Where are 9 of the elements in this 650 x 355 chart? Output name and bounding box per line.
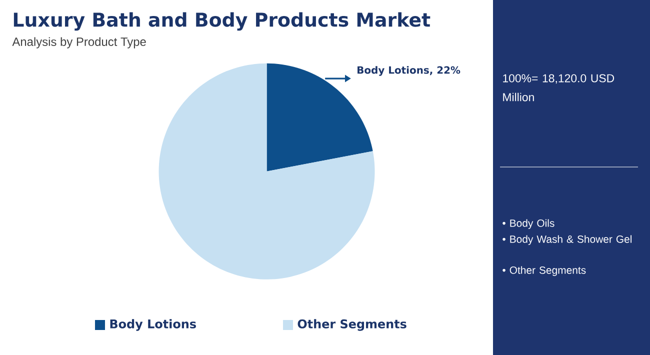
chart-title: Luxury Bath and Body Products Market (14, 12, 430, 31)
chart-subtitle: Analysis by Product Type (12, 37, 146, 48)
legend-label: Other Segments (298, 319, 406, 331)
legend-label: Body Lotions (110, 319, 196, 331)
text: • Body Oils (502, 219, 554, 229)
text: 100%= 18,120.0 USD Million (503, 74, 614, 102)
data-label: Body Lotions, 22% (358, 66, 460, 76)
text: • Other Segments (502, 266, 586, 276)
text: • Body Wash & Shower Gel (502, 235, 632, 245)
